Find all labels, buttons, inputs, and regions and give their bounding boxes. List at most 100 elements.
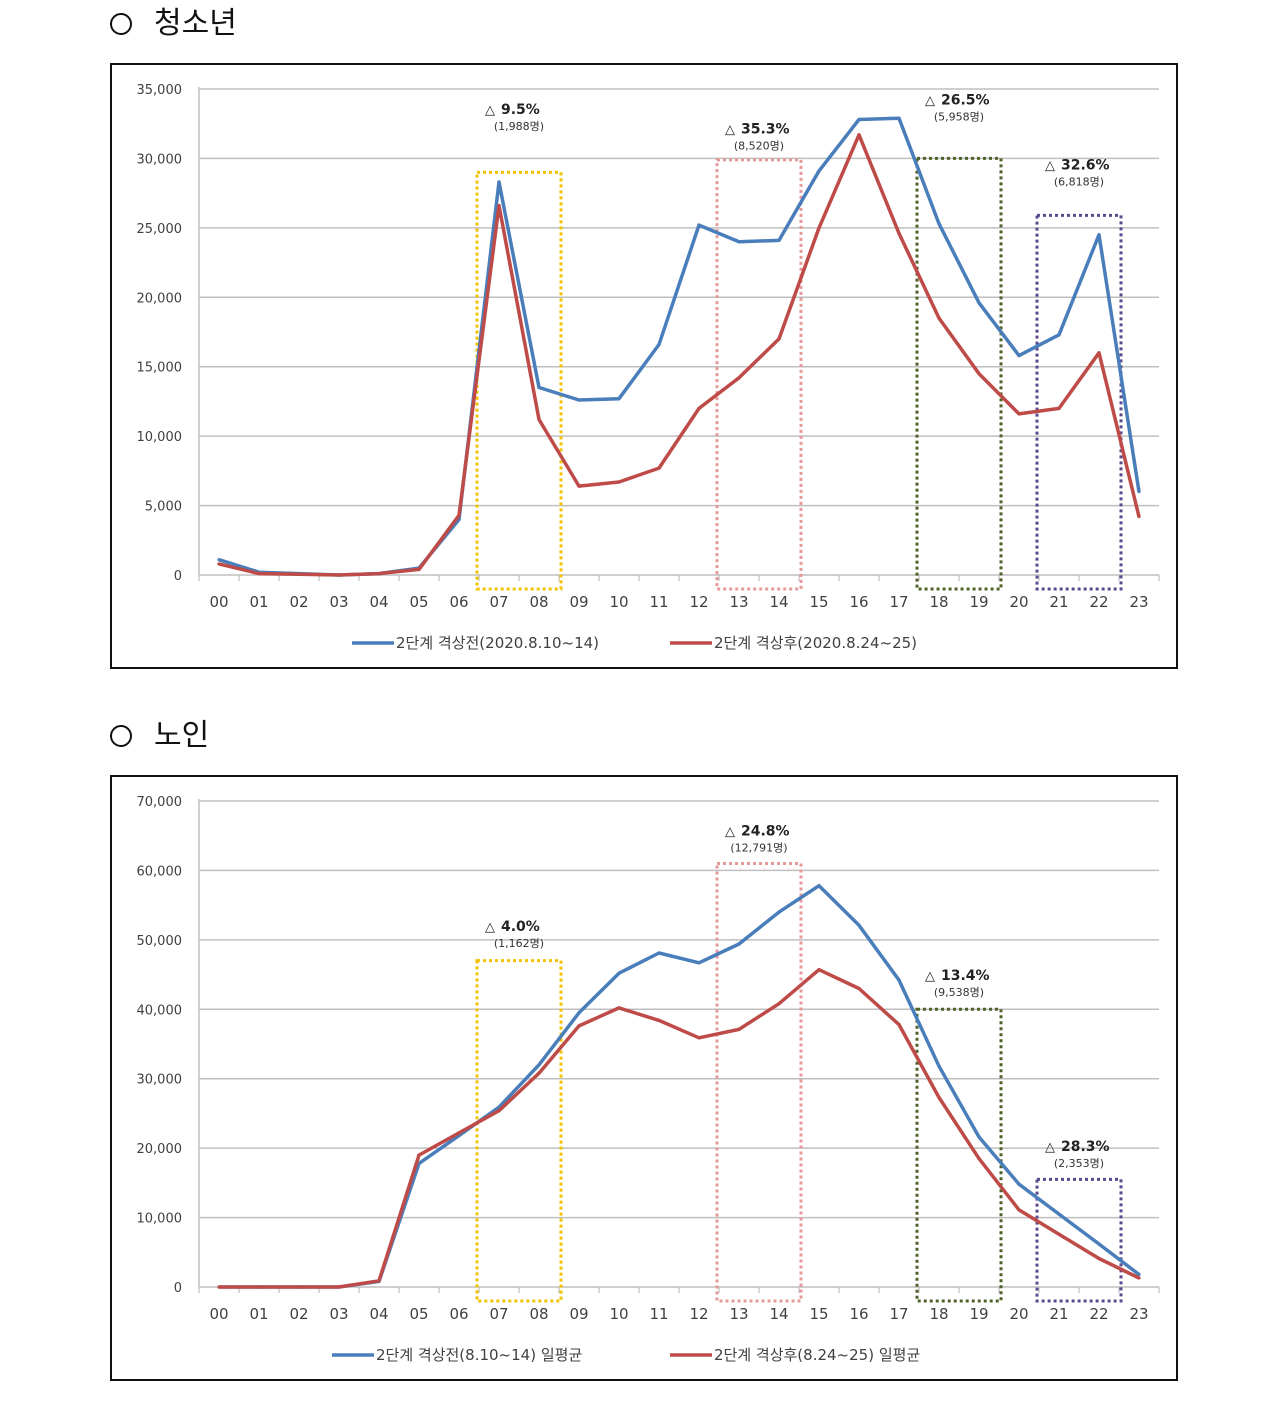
data-point <box>937 222 941 226</box>
data-point <box>497 1109 501 1113</box>
data-point <box>897 116 901 120</box>
data-point <box>857 133 861 137</box>
data-point <box>377 572 381 576</box>
x-tick-label: 01 <box>249 1305 268 1323</box>
data-point <box>657 1018 661 1022</box>
data-point <box>337 1285 341 1289</box>
data-point <box>857 923 861 927</box>
data-point <box>1137 1272 1141 1277</box>
x-tick-label: 11 <box>649 593 668 611</box>
data-point <box>1137 1276 1141 1280</box>
y-tick-label: 70,000 <box>137 795 183 810</box>
elderly-chart: 0 10,000 20,000 30,000 40,000 50,000 60,000 70,… <box>110 775 1178 1381</box>
change-count: (1,988명) <box>494 120 544 133</box>
change-percent: 32.6% <box>1061 158 1110 174</box>
highlight-box <box>1035 213 1123 591</box>
data-point <box>1137 515 1141 519</box>
x-tick-label: 05 <box>409 593 428 611</box>
highlight-box <box>715 861 803 1303</box>
data-point <box>897 231 901 236</box>
y-tick-label: 25,000 <box>137 222 183 237</box>
x-tick-label: 08 <box>529 1305 548 1323</box>
change-percent: 9.5% <box>501 102 540 118</box>
data-point <box>497 180 501 184</box>
triangle-icon: △ <box>925 969 935 984</box>
x-tick-label: 16 <box>849 1305 868 1323</box>
data-point <box>537 417 541 422</box>
data-point <box>377 1279 381 1283</box>
x-tick-label: 18 <box>929 593 948 611</box>
data-point <box>857 117 861 122</box>
x-tick-label: 23 <box>1129 593 1148 611</box>
series-line <box>219 967 1140 1289</box>
triangle-icon: △ <box>485 920 495 935</box>
data-point <box>977 301 981 305</box>
x-tick-label: 06 <box>449 593 468 611</box>
data-point <box>1097 1242 1101 1246</box>
section-heading-youth: 청소년 <box>110 6 237 42</box>
data-point <box>937 1064 941 1068</box>
data-point <box>1017 354 1021 358</box>
legend-label: 2단계 격상전(8.10~14) 일평균 <box>376 1346 582 1364</box>
x-tick-label: 19 <box>969 1305 988 1323</box>
x-tick-label: 08 <box>529 593 548 611</box>
x-tick-label: 10 <box>609 1305 628 1323</box>
data-point <box>1017 1182 1021 1186</box>
y-tick-label: 35,000 <box>137 83 183 98</box>
circle-bullet-icon <box>110 13 132 35</box>
data-point <box>417 567 421 572</box>
data-point <box>657 342 661 347</box>
change-count: (6,818명) <box>1054 176 1104 189</box>
x-tick-label: 20 <box>1009 1305 1028 1323</box>
data-point <box>737 240 741 244</box>
x-tick-label: 23 <box>1129 1305 1148 1323</box>
change-percent: 4.0% <box>501 919 540 935</box>
change-count: (12,791명) <box>730 842 787 855</box>
change-count: (5,958명) <box>934 110 984 123</box>
highlight-box <box>475 170 563 591</box>
data-point <box>1097 351 1101 355</box>
series-line <box>218 133 1141 577</box>
data-point <box>777 337 781 341</box>
data-point <box>577 1011 581 1015</box>
y-tick-label: 50,000 <box>137 934 183 949</box>
x-tick-label: 13 <box>729 1305 748 1323</box>
y-tick-label: 20,000 <box>137 1142 183 1157</box>
data-point <box>737 1027 741 1032</box>
data-point <box>577 398 581 402</box>
data-point <box>857 986 861 991</box>
data-point <box>617 1006 621 1010</box>
data-point <box>777 1002 781 1006</box>
data-point <box>817 968 821 972</box>
change-percent: 28.3% <box>1061 1139 1110 1155</box>
section-heading-label: 청소년 <box>154 6 237 41</box>
data-point <box>617 971 621 975</box>
data-point <box>697 1036 701 1040</box>
y-tick-label: 15,000 <box>137 361 183 376</box>
x-tick-label: 03 <box>329 1305 348 1323</box>
x-tick-label: 09 <box>569 1305 588 1323</box>
circle-bullet-icon <box>110 725 132 747</box>
data-point <box>417 1153 421 1157</box>
x-tick-label: 09 <box>569 593 588 611</box>
data-point <box>657 466 661 470</box>
x-tick-label: 05 <box>409 1305 428 1323</box>
x-tick-label: 20 <box>1009 593 1028 611</box>
data-point <box>977 1135 981 1139</box>
data-point <box>217 562 221 566</box>
triangle-icon: △ <box>925 93 935 108</box>
legend-label: 2단계 격상전(2020.8.10~14) <box>396 634 599 652</box>
x-tick-label: 13 <box>729 593 748 611</box>
y-tick-label: 30,000 <box>137 1073 183 1088</box>
data-point <box>257 1285 261 1289</box>
y-tick-label: 20,000 <box>137 291 183 306</box>
y-tick-label: 0 <box>174 569 182 584</box>
data-point <box>817 169 821 173</box>
x-tick-label: 07 <box>489 593 508 611</box>
legend-label: 2단계 격상후(2020.8.24~25) <box>714 634 917 652</box>
change-count: (2,353명) <box>1054 1157 1104 1170</box>
data-point <box>1057 406 1061 410</box>
x-tick-label: 21 <box>1049 1305 1068 1323</box>
change-percent: 24.8% <box>741 824 790 840</box>
data-point <box>777 910 781 914</box>
